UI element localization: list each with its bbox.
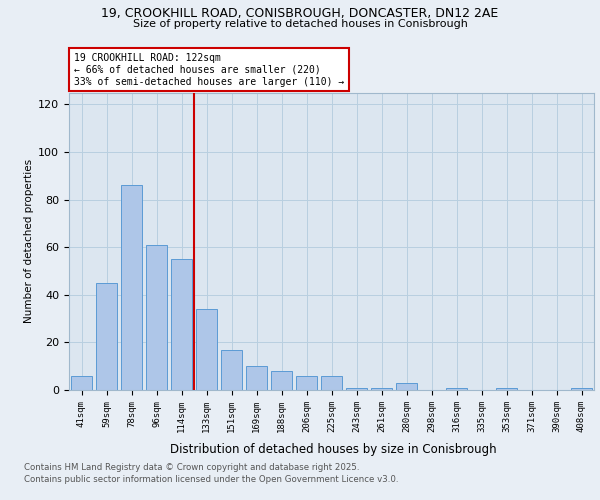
Bar [371, 388, 392, 390]
Bar [221, 350, 242, 390]
Text: Distribution of detached houses by size in Conisbrough: Distribution of detached houses by size … [170, 442, 496, 456]
Bar [71, 376, 92, 390]
Text: Size of property relative to detached houses in Conisbrough: Size of property relative to detached ho… [133, 19, 467, 29]
Y-axis label: Number of detached properties: Number of detached properties [24, 159, 34, 324]
Text: 19 CROOKHILL ROAD: 122sqm
← 66% of detached houses are smaller (220)
33% of semi: 19 CROOKHILL ROAD: 122sqm ← 66% of detac… [74, 54, 344, 86]
Bar [121, 186, 142, 390]
Bar [346, 388, 367, 390]
Text: Contains public sector information licensed under the Open Government Licence v3: Contains public sector information licen… [24, 474, 398, 484]
Bar [396, 383, 417, 390]
Bar [296, 376, 317, 390]
Text: 19, CROOKHILL ROAD, CONISBROUGH, DONCASTER, DN12 2AE: 19, CROOKHILL ROAD, CONISBROUGH, DONCAST… [101, 8, 499, 20]
Bar [171, 259, 192, 390]
Bar [271, 371, 292, 390]
Bar [96, 283, 117, 390]
Bar [571, 388, 592, 390]
Bar [496, 388, 517, 390]
Text: Contains HM Land Registry data © Crown copyright and database right 2025.: Contains HM Land Registry data © Crown c… [24, 464, 359, 472]
Bar [196, 309, 217, 390]
Bar [246, 366, 267, 390]
Bar [446, 388, 467, 390]
Bar [146, 245, 167, 390]
Bar [321, 376, 342, 390]
